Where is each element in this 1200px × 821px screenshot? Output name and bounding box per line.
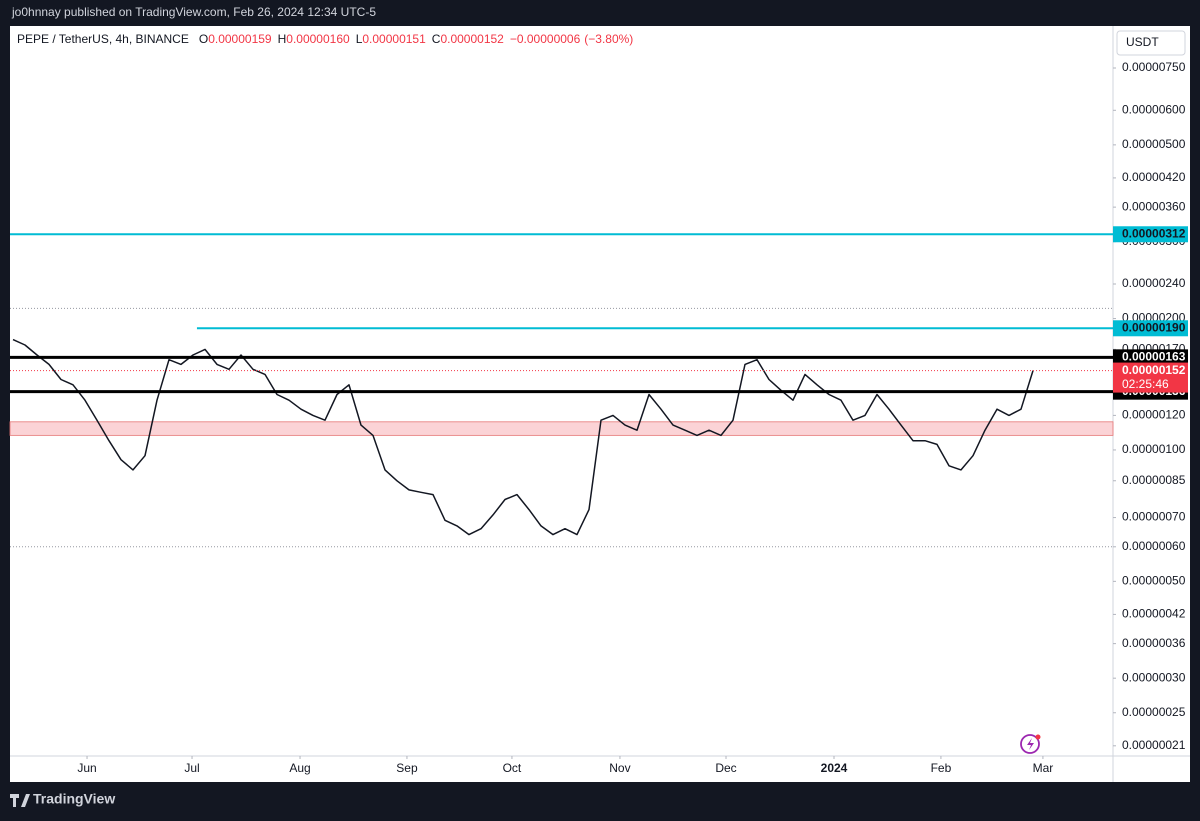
x-tick-label: Jun: [77, 761, 96, 775]
x-tick-label: Sep: [396, 761, 418, 775]
ohlc-value: 0.00000159: [208, 32, 272, 46]
x-tick-label: Dec: [715, 761, 736, 775]
y-tick-label: 0.00000085: [1122, 473, 1186, 487]
y-tick-label: 0.00000240: [1122, 276, 1186, 290]
chart-surface: [10, 26, 1190, 782]
ohlc-value: 0.00000152: [440, 32, 504, 46]
y-tick-label: 0.00000070: [1122, 510, 1186, 524]
ohlc-key: C: [432, 32, 441, 46]
logo-mark: [10, 794, 30, 807]
currency-button[interactable]: [1116, 30, 1186, 56]
level-label: 0.00000190: [1122, 320, 1186, 334]
y-tick-label: 0.00000420: [1122, 170, 1186, 184]
y-tick-label: 0.00000060: [1122, 539, 1186, 553]
x-tick-label: Jul: [184, 761, 199, 775]
level-label: 0.00000163: [1122, 350, 1186, 364]
legend: PEPE / TetherUS, 4h, BINANCE O0.00000159 H…: [17, 32, 633, 46]
ohlc-key: H: [278, 32, 287, 46]
y-tick-label: 0.00000042: [1122, 607, 1186, 621]
x-tick-label: Nov: [609, 761, 630, 775]
publisher: jo0hnnay published on TradingView.com, F…: [11, 5, 376, 19]
x-tick-label: Feb: [931, 761, 952, 775]
y-tick-label: 0.00000500: [1122, 137, 1186, 151]
level-label-box: [1113, 349, 1188, 366]
x-tick-label: 2024: [821, 761, 848, 775]
alert-dot[interactable]: [1035, 734, 1041, 740]
ohlc-key: L: [356, 32, 363, 46]
y-tick-label: 0.00000750: [1122, 60, 1186, 74]
last-price-label: 0.00000152: [1122, 363, 1186, 377]
price-line: [12, 338, 1034, 536]
symbol: PEPE / TetherUS, 4h, BINANCE: [17, 32, 189, 46]
y-tick-label: 0.00000050: [1122, 574, 1186, 588]
y-tick-label: 0.00000030: [1122, 670, 1186, 684]
brand: TradingView: [33, 791, 115, 807]
x-tick-label: Mar: [1033, 761, 1054, 775]
level-label-box: [1113, 226, 1188, 243]
y-tick-label: 0.00000036: [1122, 636, 1186, 650]
zone: [9, 421, 1114, 436]
change-pct: (−3.80%): [584, 32, 633, 46]
currency[interactable]: USDT: [1126, 35, 1159, 49]
x-tick-label: Oct: [503, 761, 522, 775]
alert-icon[interactable]: [1020, 734, 1041, 754]
alert-circle[interactable]: [1020, 734, 1040, 754]
ohlc-value: 0.00000151: [362, 32, 426, 46]
countdown: 02:25:46: [1122, 377, 1169, 391]
alert-bolt[interactable]: [1027, 738, 1034, 750]
ohlc-value: 0.00000160: [286, 32, 350, 46]
x-tick-label: Aug: [289, 761, 310, 775]
last-price-box: [1113, 362, 1188, 393]
level-label-box: [1113, 320, 1188, 337]
y-tick-label: 0.00000360: [1122, 199, 1186, 213]
brand-logo: [10, 794, 30, 807]
y-tick-label: 0.00000100: [1122, 442, 1186, 456]
level-label: 0.00000312: [1122, 226, 1186, 240]
change: −0.00000006: [510, 32, 581, 46]
y-tick-label: 0.00000021: [1122, 738, 1186, 752]
y-tick-label: 0.00000025: [1122, 705, 1186, 719]
ohlc-key: O: [199, 32, 208, 46]
y-tick-label: 0.00000120: [1122, 408, 1186, 422]
y-tick-label: 0.00000600: [1122, 102, 1186, 116]
